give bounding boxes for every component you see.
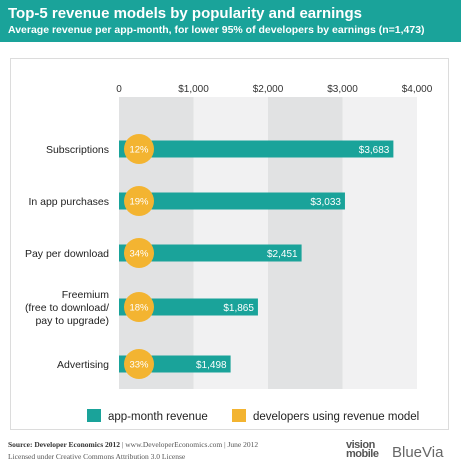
visionmobile-logo-line1: vision	[346, 439, 375, 451]
chart-header: Top-5 revenue models by popularity and e…	[0, 0, 461, 42]
legend-label-developers: developers using revenue model	[253, 411, 419, 423]
source-line: Source: Developer Economics 2012 | www.D…	[8, 440, 258, 449]
revenue-value-label: $1,498	[196, 360, 227, 371]
legend-label-revenue: app-month revenue	[108, 411, 208, 423]
x-tick-label: $1,000	[178, 84, 209, 95]
x-tick-label: $4,000	[402, 84, 433, 95]
revenue-chart: 0 $1,000 $2,000 $3,000 $4,000 Subscriptions $3…	[25, 84, 433, 423]
category-label: pay to upgrade)	[35, 315, 109, 327]
source-label: Source: Developer Economics 2012	[8, 440, 120, 449]
category-label: In app purchases	[28, 196, 109, 208]
developer-share-bubble	[124, 292, 154, 322]
chart-subtitle: Average revenue per app-month, for lower…	[8, 24, 425, 36]
revenue-bar	[119, 298, 258, 316]
x-tick-label: 0	[116, 84, 122, 95]
category-label: (free to download/	[25, 302, 109, 314]
revenue-value-label: $1,865	[223, 303, 254, 314]
revenue-bar	[119, 192, 345, 210]
developer-share-bubble	[124, 186, 154, 216]
developer-share-label: 12%	[129, 145, 149, 156]
revenue-value-label: $2,451	[267, 249, 298, 260]
developer-share-bubble	[124, 134, 154, 164]
developer-share-label: 33%	[129, 360, 149, 371]
category-label: Advertising	[57, 359, 109, 371]
license-line: Licensed under Creative Commons Attribut…	[8, 452, 186, 461]
category-label: Subscriptions	[46, 144, 109, 156]
developer-share-bubble	[124, 238, 154, 268]
developer-share-label: 19%	[129, 197, 149, 208]
legend-swatch-developers	[232, 409, 246, 422]
developer-share-bubble	[124, 349, 154, 379]
chart-panel: 0 $1,000 $2,000 $3,000 $4,000 Subscriptions $3…	[10, 58, 449, 430]
category-label: Pay per download	[25, 248, 109, 260]
revenue-bar	[119, 244, 302, 262]
legend-swatch-revenue	[87, 409, 101, 422]
visionmobile-logo: vision mobile	[346, 439, 379, 460]
x-tick-label: $2,000	[253, 84, 284, 95]
visionmobile-logo-line2: mobile	[346, 448, 379, 460]
category-label: Freemium	[62, 289, 110, 301]
revenue-value-label: $3,683	[359, 145, 390, 156]
revenue-bar	[119, 140, 394, 158]
developer-share-label: 18%	[129, 303, 149, 314]
chart-title: Top-5 revenue models by popularity and e…	[8, 5, 362, 22]
developer-share-label: 34%	[129, 249, 149, 260]
bluevia-logo: BlueVia	[392, 444, 444, 461]
x-tick-label: $3,000	[327, 84, 358, 95]
source-details: | www.DeveloperEconomics.com | June 2012	[120, 440, 259, 449]
revenue-value-label: $3,033	[310, 197, 341, 208]
